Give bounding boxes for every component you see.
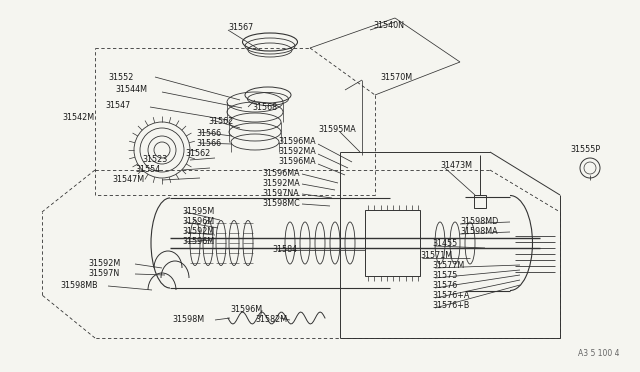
Text: 31597N: 31597N [88, 269, 119, 278]
Text: 31596M: 31596M [182, 237, 214, 247]
Text: 31596MA: 31596MA [278, 138, 316, 147]
Text: 31598MD: 31598MD [460, 218, 499, 227]
Text: A3 5 100 4: A3 5 100 4 [579, 349, 620, 358]
Text: 31555P: 31555P [570, 145, 600, 154]
Text: 31592M: 31592M [88, 259, 120, 267]
Text: 31596M: 31596M [182, 218, 214, 227]
Text: 31547: 31547 [105, 100, 131, 109]
Text: 31540N: 31540N [373, 20, 404, 29]
Text: 31596MA: 31596MA [278, 157, 316, 167]
Text: 31584: 31584 [272, 246, 297, 254]
Text: 31598M: 31598M [172, 315, 204, 324]
Text: 31577M: 31577M [432, 262, 464, 270]
Bar [474, 195, 486, 208]
Text: 31592MA: 31592MA [278, 148, 316, 157]
Text: 31576+B: 31576+B [432, 301, 469, 311]
Text: 31582M: 31582M [255, 315, 287, 324]
Text: 31542M: 31542M [62, 113, 94, 122]
Text: 31576: 31576 [432, 282, 457, 291]
Text: 31598MB: 31598MB [60, 280, 98, 289]
Text: 31455: 31455 [432, 240, 457, 248]
Text: 31473M: 31473M [440, 160, 472, 170]
Text: 31597NA: 31597NA [262, 189, 299, 198]
Text: 31567: 31567 [228, 23, 253, 32]
Text: 31544M: 31544M [115, 86, 147, 94]
Text: 31566: 31566 [196, 138, 221, 148]
Text: 31576+A: 31576+A [432, 292, 469, 301]
Text: 31571M: 31571M [420, 251, 452, 260]
Text: 31568: 31568 [252, 103, 277, 112]
Text: 31592M: 31592M [182, 228, 214, 237]
Text: 31566: 31566 [196, 128, 221, 138]
Text: 31595MA: 31595MA [318, 125, 356, 135]
Text: 31598MC: 31598MC [262, 199, 300, 208]
Text: 31523: 31523 [142, 155, 167, 164]
Text: 31562: 31562 [208, 118, 233, 126]
Text: 31562: 31562 [185, 150, 211, 158]
Text: 31554: 31554 [135, 166, 160, 174]
Text: 31596MA: 31596MA [262, 169, 300, 177]
Text: 31592MA: 31592MA [262, 179, 300, 187]
Text: 31596M: 31596M [230, 305, 262, 314]
Text: 31570M: 31570M [380, 74, 412, 83]
Text: 31598MA: 31598MA [460, 228, 498, 237]
Text: 31552: 31552 [108, 73, 133, 81]
Text: 31547M: 31547M [112, 176, 144, 185]
Text: 31595M: 31595M [182, 208, 214, 217]
Bar [365, 210, 420, 276]
Text: 31575: 31575 [432, 272, 458, 280]
